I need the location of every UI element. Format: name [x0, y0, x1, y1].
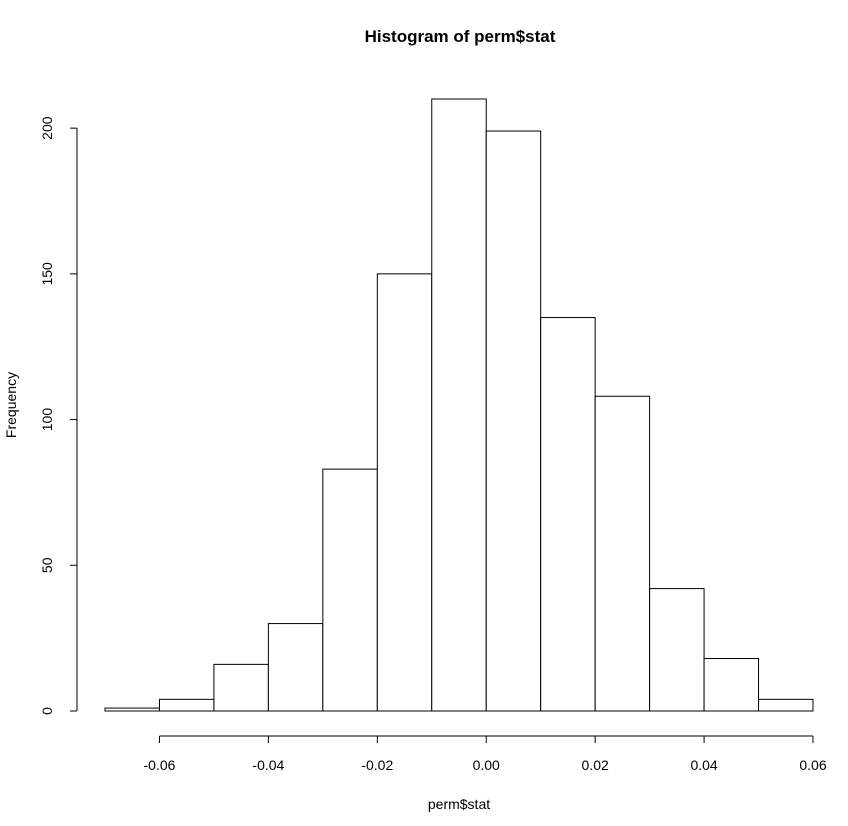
histogram-bar — [594, 395, 651, 712]
y-tick-label: 200 — [39, 116, 55, 140]
y-axis-label: Frequency — [3, 372, 19, 438]
x-tick-label: -0.04 — [252, 757, 284, 773]
y-tick-label: 100 — [39, 408, 55, 432]
x-axis-label: perm$stat — [428, 796, 490, 812]
x-tick-label: 0.00 — [473, 757, 500, 773]
histogram-bar — [540, 317, 596, 712]
histogram-bar — [322, 468, 378, 712]
y-tick-label: 50 — [39, 557, 55, 573]
y-axis: 0 50 100 150 200 — [39, 116, 78, 715]
x-tick-label: 0.02 — [582, 757, 609, 773]
histogram-bar — [104, 707, 160, 712]
histogram-bar — [213, 663, 269, 712]
y-tick-label: 150 — [39, 262, 55, 286]
x-tick-label: 0.04 — [690, 757, 717, 773]
x-tick-label: 0.06 — [799, 757, 826, 773]
histogram-bar — [758, 698, 814, 712]
histogram-bar — [158, 698, 215, 712]
x-tick-label: -0.06 — [144, 757, 176, 773]
histogram-bar — [703, 658, 760, 712]
histogram-bar — [267, 623, 324, 712]
x-tick-label: -0.02 — [361, 757, 393, 773]
histogram-bar — [649, 588, 705, 712]
x-axis: -0.06 -0.04 -0.02 0.00 0.02 0.04 0.06 — [144, 735, 827, 773]
histogram-bar — [485, 130, 542, 712]
chart-title: Histogram of perm$stat — [365, 27, 556, 46]
y-tick-label: 0 — [39, 707, 55, 715]
histogram-bar — [431, 98, 487, 712]
bars-group — [104, 98, 814, 712]
histogram-bar — [376, 273, 433, 712]
